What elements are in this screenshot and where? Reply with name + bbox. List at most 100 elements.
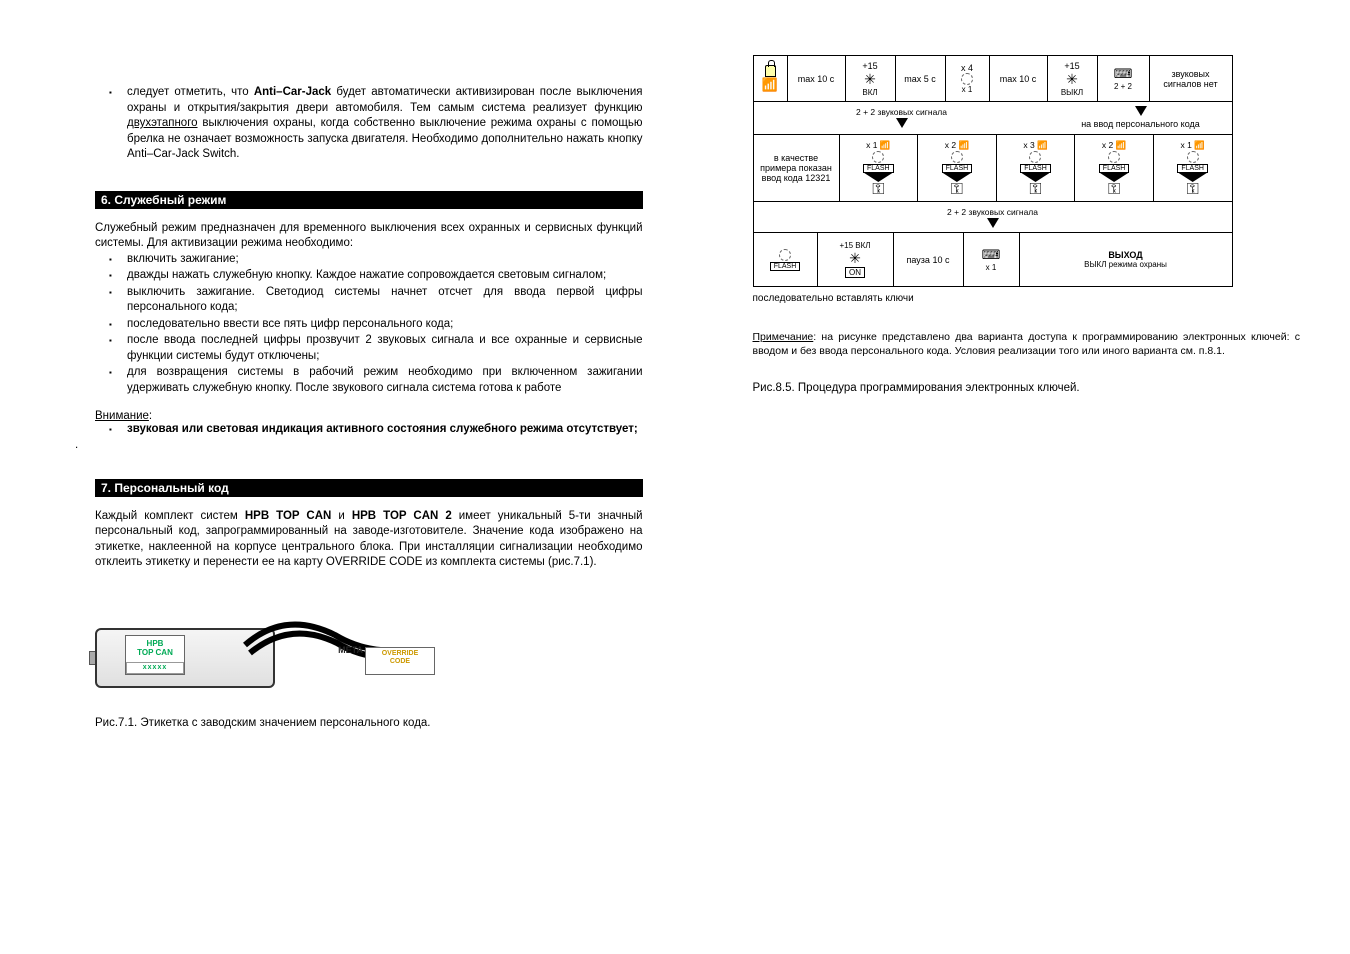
device-illustration: HPB TOP CAN xxxxx META OVERRIDE CODE	[95, 593, 405, 703]
t: Внимание	[95, 410, 149, 422]
device-sticker: HPB TOP CAN xxxxx	[125, 635, 185, 675]
arrow-down-icon	[1179, 173, 1207, 182]
right-column: 📶 max 10 с +15✳ВКЛ max 5 с x 4x 1 max 10…	[698, 55, 1301, 914]
t: ВЫКЛ режима охраны	[1084, 260, 1167, 269]
key-icon: ⚿	[1029, 182, 1041, 198]
flash-button: FLASH	[1020, 164, 1051, 173]
led-icon	[961, 73, 973, 85]
li: последовательно ввести все пять цифр пер…	[95, 317, 643, 333]
t: ВЫХОД	[1108, 250, 1142, 260]
flash-button: FLASH	[1099, 164, 1130, 173]
led-icon	[872, 151, 884, 163]
flash-button: FLASH	[942, 164, 973, 173]
override-sticker: OVERRIDE CODE	[365, 647, 435, 675]
t: x 1	[1181, 140, 1192, 150]
t: пауза 10 с	[907, 255, 950, 265]
attention-list: звуковая или световая индикация активног…	[95, 422, 643, 438]
note-block: Примечание: на рисунке представлено два …	[753, 330, 1301, 358]
t: следует отметить, что	[127, 86, 254, 98]
procedure-diagram: 📶 max 10 с +15✳ВКЛ max 5 с x 4x 1 max 10…	[753, 55, 1233, 287]
t: звуковых сигналов нет	[1153, 69, 1229, 89]
t: max 10 с	[1000, 74, 1037, 84]
t: +15 ВКЛ	[839, 241, 870, 250]
fig-8-5-caption: Рис.8.5. Процедура программирования элек…	[753, 382, 1301, 394]
t: max 10 с	[798, 74, 835, 84]
t: Anti–Car-Jack	[254, 86, 331, 98]
t: x 2	[945, 140, 956, 150]
led-icon	[779, 249, 791, 261]
intro-list: следует отметить, что Anti–Car-Jack буде…	[95, 85, 643, 163]
li: звуковая или световая индикация активног…	[95, 422, 643, 438]
attention-label: Внимание:	[95, 410, 643, 422]
t: ВЫКЛ	[1061, 88, 1083, 97]
t: на ввод персонального кода	[1078, 117, 1203, 131]
t: x 4	[961, 63, 973, 73]
t: двухэтапного	[127, 117, 198, 129]
arrow-down-icon	[1135, 106, 1147, 116]
led-icon	[951, 151, 963, 163]
t: +15	[862, 61, 877, 71]
li: для возвращения системы в рабочий режим …	[95, 365, 643, 396]
t: CODE	[390, 658, 410, 665]
key-icon: ⚿	[951, 182, 963, 198]
t: НРВ TOP CAN 2	[352, 510, 452, 522]
fig-7-1-caption: Рис.7.1. Этикетка с заводским значением …	[95, 717, 643, 729]
t: : на рисунке представлено два варианта д…	[753, 331, 1301, 357]
sec7-p: Каждый комплект систем НРВ TOP CAN и НРВ…	[95, 509, 643, 571]
led-icon	[1108, 151, 1120, 163]
section-6-header: 6. Служебный режим	[95, 191, 643, 209]
remote-icon: ⌨	[982, 247, 1001, 263]
lock-icon	[765, 65, 776, 77]
left-column: следует отметить, что Anti–Car-Jack буде…	[50, 55, 698, 914]
t: OVERRIDE	[382, 650, 419, 657]
arrow-down-icon	[864, 173, 892, 182]
sec6-list: включить зажигание; дважды нажать служеб…	[95, 252, 643, 397]
code-sticker: xxxxx	[126, 662, 184, 674]
li: включить зажигание;	[95, 252, 643, 268]
t: +15	[1064, 61, 1079, 71]
t: Примечание	[753, 331, 814, 343]
remote-icon: 📶	[762, 77, 778, 93]
led-icon	[1187, 151, 1199, 163]
remote-icon: ⌨	[1114, 66, 1133, 82]
t: выключения охраны, когда собственно выкл…	[127, 117, 643, 160]
t: x 3	[1023, 140, 1034, 150]
t: Каждый комплект систем	[95, 510, 245, 522]
intro-bullet: следует отметить, что Anti–Car-Jack буде…	[95, 85, 643, 163]
flash-button: FLASH	[863, 164, 894, 173]
t: 2 + 2 звуковых сигнала	[947, 207, 1038, 217]
arrow-down-icon	[1021, 173, 1049, 182]
li: после ввода последней цифры прозвучит 2 …	[95, 333, 643, 364]
li: дважды нажать служебную кнопку. Каждое н…	[95, 268, 643, 284]
t: НРВ TOP CAN	[245, 510, 331, 522]
ignition-icon: ✳	[849, 250, 861, 267]
t: x 1	[962, 85, 973, 94]
t: 2 + 2 звуковых сигнала	[856, 107, 947, 117]
arrow-down-icon	[987, 218, 999, 228]
t: x 1	[986, 263, 997, 272]
t: HPB	[147, 639, 164, 648]
t: x 1	[866, 140, 877, 150]
ignition-icon: ✳	[864, 71, 876, 88]
sec6-p1: Служебный режим предназначен для временн…	[95, 221, 643, 252]
arrow-down-icon	[943, 173, 971, 182]
t: TOP CAN	[137, 648, 173, 657]
flash-button: FLASH	[1177, 164, 1208, 173]
t: ВКЛ	[862, 88, 877, 97]
section-7-header: 7. Персональный код	[95, 479, 643, 497]
li: выключить зажигание. Светодиод системы н…	[95, 285, 643, 316]
t: и	[331, 510, 351, 522]
dot: .	[75, 439, 643, 451]
ignition-icon: ✳	[1066, 71, 1078, 88]
arrow-down-icon	[1100, 173, 1128, 182]
t: в качестве примера показан ввод кода 123…	[757, 153, 836, 183]
flash-button: FLASH	[770, 262, 801, 271]
t: 2 + 2	[1114, 82, 1132, 91]
key-icon: ⚿	[1187, 182, 1199, 198]
meta-label: META	[338, 645, 363, 655]
on-label: ON	[845, 267, 865, 278]
t: max 5 с	[904, 74, 936, 84]
t: звуковая или световая индикация активног…	[127, 423, 638, 435]
arrow-down-icon	[896, 118, 908, 128]
under-diagram-note: последовательно вставлять ключи	[753, 293, 1301, 304]
